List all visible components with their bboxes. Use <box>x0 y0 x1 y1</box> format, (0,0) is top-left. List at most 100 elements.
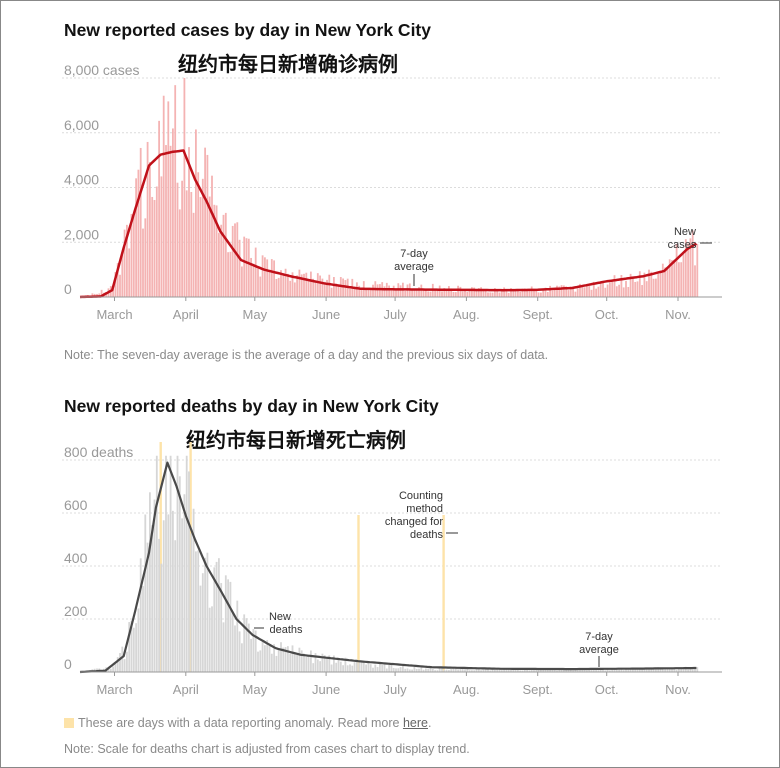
cases-daily-bar <box>128 248 131 297</box>
deaths-daily-bar <box>544 668 547 672</box>
deaths-annotation-method-line3: changed for <box>385 516 443 528</box>
cases-daily-bar <box>273 260 275 297</box>
cases-daily-bar <box>404 290 407 297</box>
cases-daily-bar <box>510 288 512 297</box>
cases-daily-bar <box>546 292 549 297</box>
deaths-daily-bar <box>155 455 158 672</box>
cases-daily-bar <box>328 274 331 297</box>
cases-daily-bar <box>197 172 200 297</box>
deaths-daily-bar <box>307 655 310 672</box>
deaths-daily-bar <box>303 653 305 672</box>
deaths-daily-bar <box>201 573 204 672</box>
deaths-daily-bar <box>443 669 446 672</box>
cases-daily-bar <box>459 286 462 297</box>
cases-daily-bar <box>576 288 579 297</box>
cases-daily-bar <box>146 141 149 297</box>
cases-daily-bar <box>507 292 510 297</box>
cases-daily-bar <box>498 292 501 297</box>
cases-daily-bar <box>452 291 455 297</box>
deaths-daily-bar <box>572 670 574 672</box>
deaths-daily-bar <box>243 614 246 672</box>
deaths-daily-bar <box>229 581 232 672</box>
deaths-daily-bar <box>326 656 328 672</box>
cases-daily-bar <box>390 290 393 297</box>
cases-daily-bar <box>337 285 340 297</box>
cases-daily-bar <box>544 287 547 297</box>
deaths-daily-bar <box>569 669 572 672</box>
anomaly-legend-link[interactable]: here <box>402 716 428 730</box>
deaths-daily-bar <box>316 659 319 672</box>
deaths-daily-bar <box>312 663 315 672</box>
cases-daily-bar <box>367 288 370 297</box>
deaths-daily-bar <box>195 551 197 672</box>
deaths-daily-bar <box>300 650 303 672</box>
cases-daily-bar <box>254 247 257 297</box>
deaths-x-tick-label: Oct. <box>595 682 619 697</box>
deaths-daily-bar <box>275 655 278 672</box>
deaths-daily-bar <box>441 668 443 672</box>
cases-daily-bar <box>533 288 535 297</box>
cases-daily-bar <box>176 182 179 297</box>
deaths-daily-bar <box>181 518 183 672</box>
cases-annotation-new-line2: cases <box>668 239 697 251</box>
cases-daily-bar <box>130 214 133 297</box>
cases-daily-bar <box>512 291 515 297</box>
cases-daily-bar <box>588 286 591 297</box>
cases-daily-bar <box>208 196 211 297</box>
cases-daily-bar <box>567 290 570 297</box>
cases-daily-bar <box>521 288 524 297</box>
cases-daily-bar <box>399 285 402 297</box>
cases-daily-bar <box>183 78 186 297</box>
cases-daily-bar <box>236 222 239 297</box>
cases-daily-bar <box>468 289 471 297</box>
cases-daily-bar <box>661 263 664 297</box>
cases-daily-bar <box>574 291 577 297</box>
cases-daily-bar <box>289 280 292 297</box>
cases-daily-bar <box>360 289 363 297</box>
deaths-daily-bar <box>452 668 455 672</box>
deaths-annotation-method-line4: deaths <box>410 529 444 541</box>
deaths-daily-bar <box>680 667 683 672</box>
cases-daily-bar <box>298 269 301 297</box>
deaths-daily-bar <box>620 667 623 672</box>
cases-daily-bar <box>583 287 586 297</box>
deaths-daily-bar <box>369 664 372 672</box>
cases-daily-bar <box>689 238 692 297</box>
deaths-daily-bar <box>132 627 135 672</box>
deaths-daily-bar <box>641 668 643 672</box>
deaths-daily-bar <box>204 557 206 672</box>
cases-x-tick-label: March <box>96 307 132 322</box>
cases-daily-bar <box>291 272 294 297</box>
deaths-daily-bar <box>629 668 632 672</box>
deaths-daily-bar <box>611 668 614 672</box>
deaths-daily-bar <box>135 623 137 672</box>
cases-daily-bar <box>675 243 678 297</box>
cases-daily-bar <box>144 218 147 297</box>
deaths-daily-bar <box>385 668 388 672</box>
deaths-daily-bar <box>457 669 459 672</box>
deaths-daily-bar <box>337 658 340 672</box>
deaths-daily-bar <box>599 669 602 672</box>
cases-daily-bar <box>500 291 503 297</box>
cases-daily-bar <box>480 287 482 297</box>
cases-daily-bar <box>162 95 165 297</box>
cases-daily-bar <box>678 262 680 297</box>
cases-daily-bar <box>356 282 358 297</box>
deaths-daily-bar <box>632 668 634 672</box>
deaths-daily-bar <box>638 669 641 672</box>
deaths-daily-bar <box>234 625 236 672</box>
deaths-daily-bar <box>222 622 225 672</box>
deaths-daily-bar <box>542 668 545 672</box>
deaths-daily-bar <box>643 668 646 672</box>
cases-daily-bar <box>293 282 296 297</box>
deaths-daily-bar <box>188 471 190 672</box>
cases-daily-bar <box>687 243 689 297</box>
cases-daily-bar <box>475 290 478 297</box>
deaths-daily-bar <box>404 668 407 672</box>
cases-daily-bar <box>116 263 119 297</box>
cases-daily-bar <box>592 281 595 297</box>
deaths-daily-bar <box>484 668 487 672</box>
deaths-daily-bar <box>673 667 676 672</box>
cases-daily-bar <box>684 239 687 297</box>
deaths-daily-bar <box>406 668 409 672</box>
